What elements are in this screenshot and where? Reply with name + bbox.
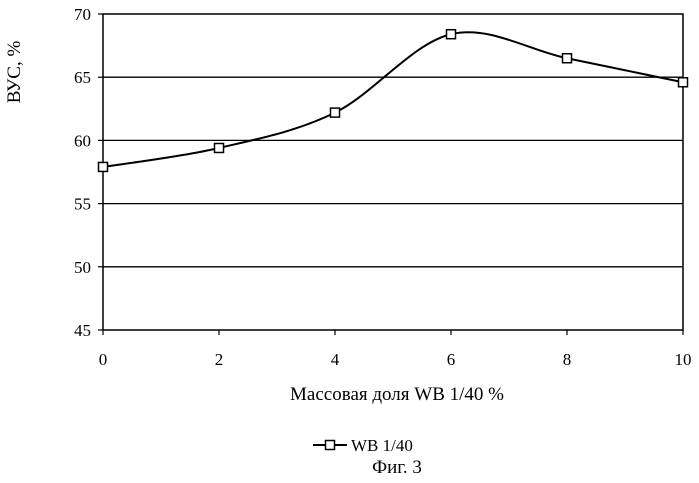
legend: WB 1/40 <box>313 436 413 455</box>
figure-caption: Фиг. 3 <box>372 457 422 478</box>
x-tick-label: 4 <box>331 350 340 369</box>
series-line-0 <box>103 32 683 167</box>
data-point-marker-x0 <box>99 162 108 171</box>
y-axis-ticks: 45 50 55 60 65 70 <box>74 5 103 340</box>
x-tick-label: 2 <box>215 350 224 369</box>
data-point-marker-x2 <box>215 143 224 152</box>
y-tick-label: 70 <box>74 5 91 24</box>
plot-area <box>103 14 683 330</box>
y-tick-label: 65 <box>74 68 91 87</box>
y-axis-label: ВУС, % <box>4 41 25 104</box>
legend-label: WB 1/40 <box>351 436 413 455</box>
grid-lines <box>103 77 683 267</box>
data-point-marker-x8 <box>563 54 572 63</box>
x-axis-ticks: 0 2 4 6 8 10 <box>99 330 692 369</box>
x-tick-label: 0 <box>99 350 108 369</box>
x-axis-label: Массовая доля WB 1/40 % <box>290 384 504 405</box>
series-layer <box>99 30 688 172</box>
y-tick-label: 45 <box>74 321 91 340</box>
legend-marker <box>326 441 335 450</box>
data-point-marker-x10 <box>679 78 688 87</box>
y-tick-label: 55 <box>74 195 91 214</box>
y-tick-label: 50 <box>74 258 91 277</box>
x-tick-label: 8 <box>563 350 572 369</box>
data-point-marker-x6 <box>447 30 456 39</box>
y-tick-label: 60 <box>74 131 91 150</box>
x-tick-label: 10 <box>675 350 692 369</box>
x-tick-label: 6 <box>447 350 456 369</box>
data-point-marker-x4 <box>331 108 340 117</box>
